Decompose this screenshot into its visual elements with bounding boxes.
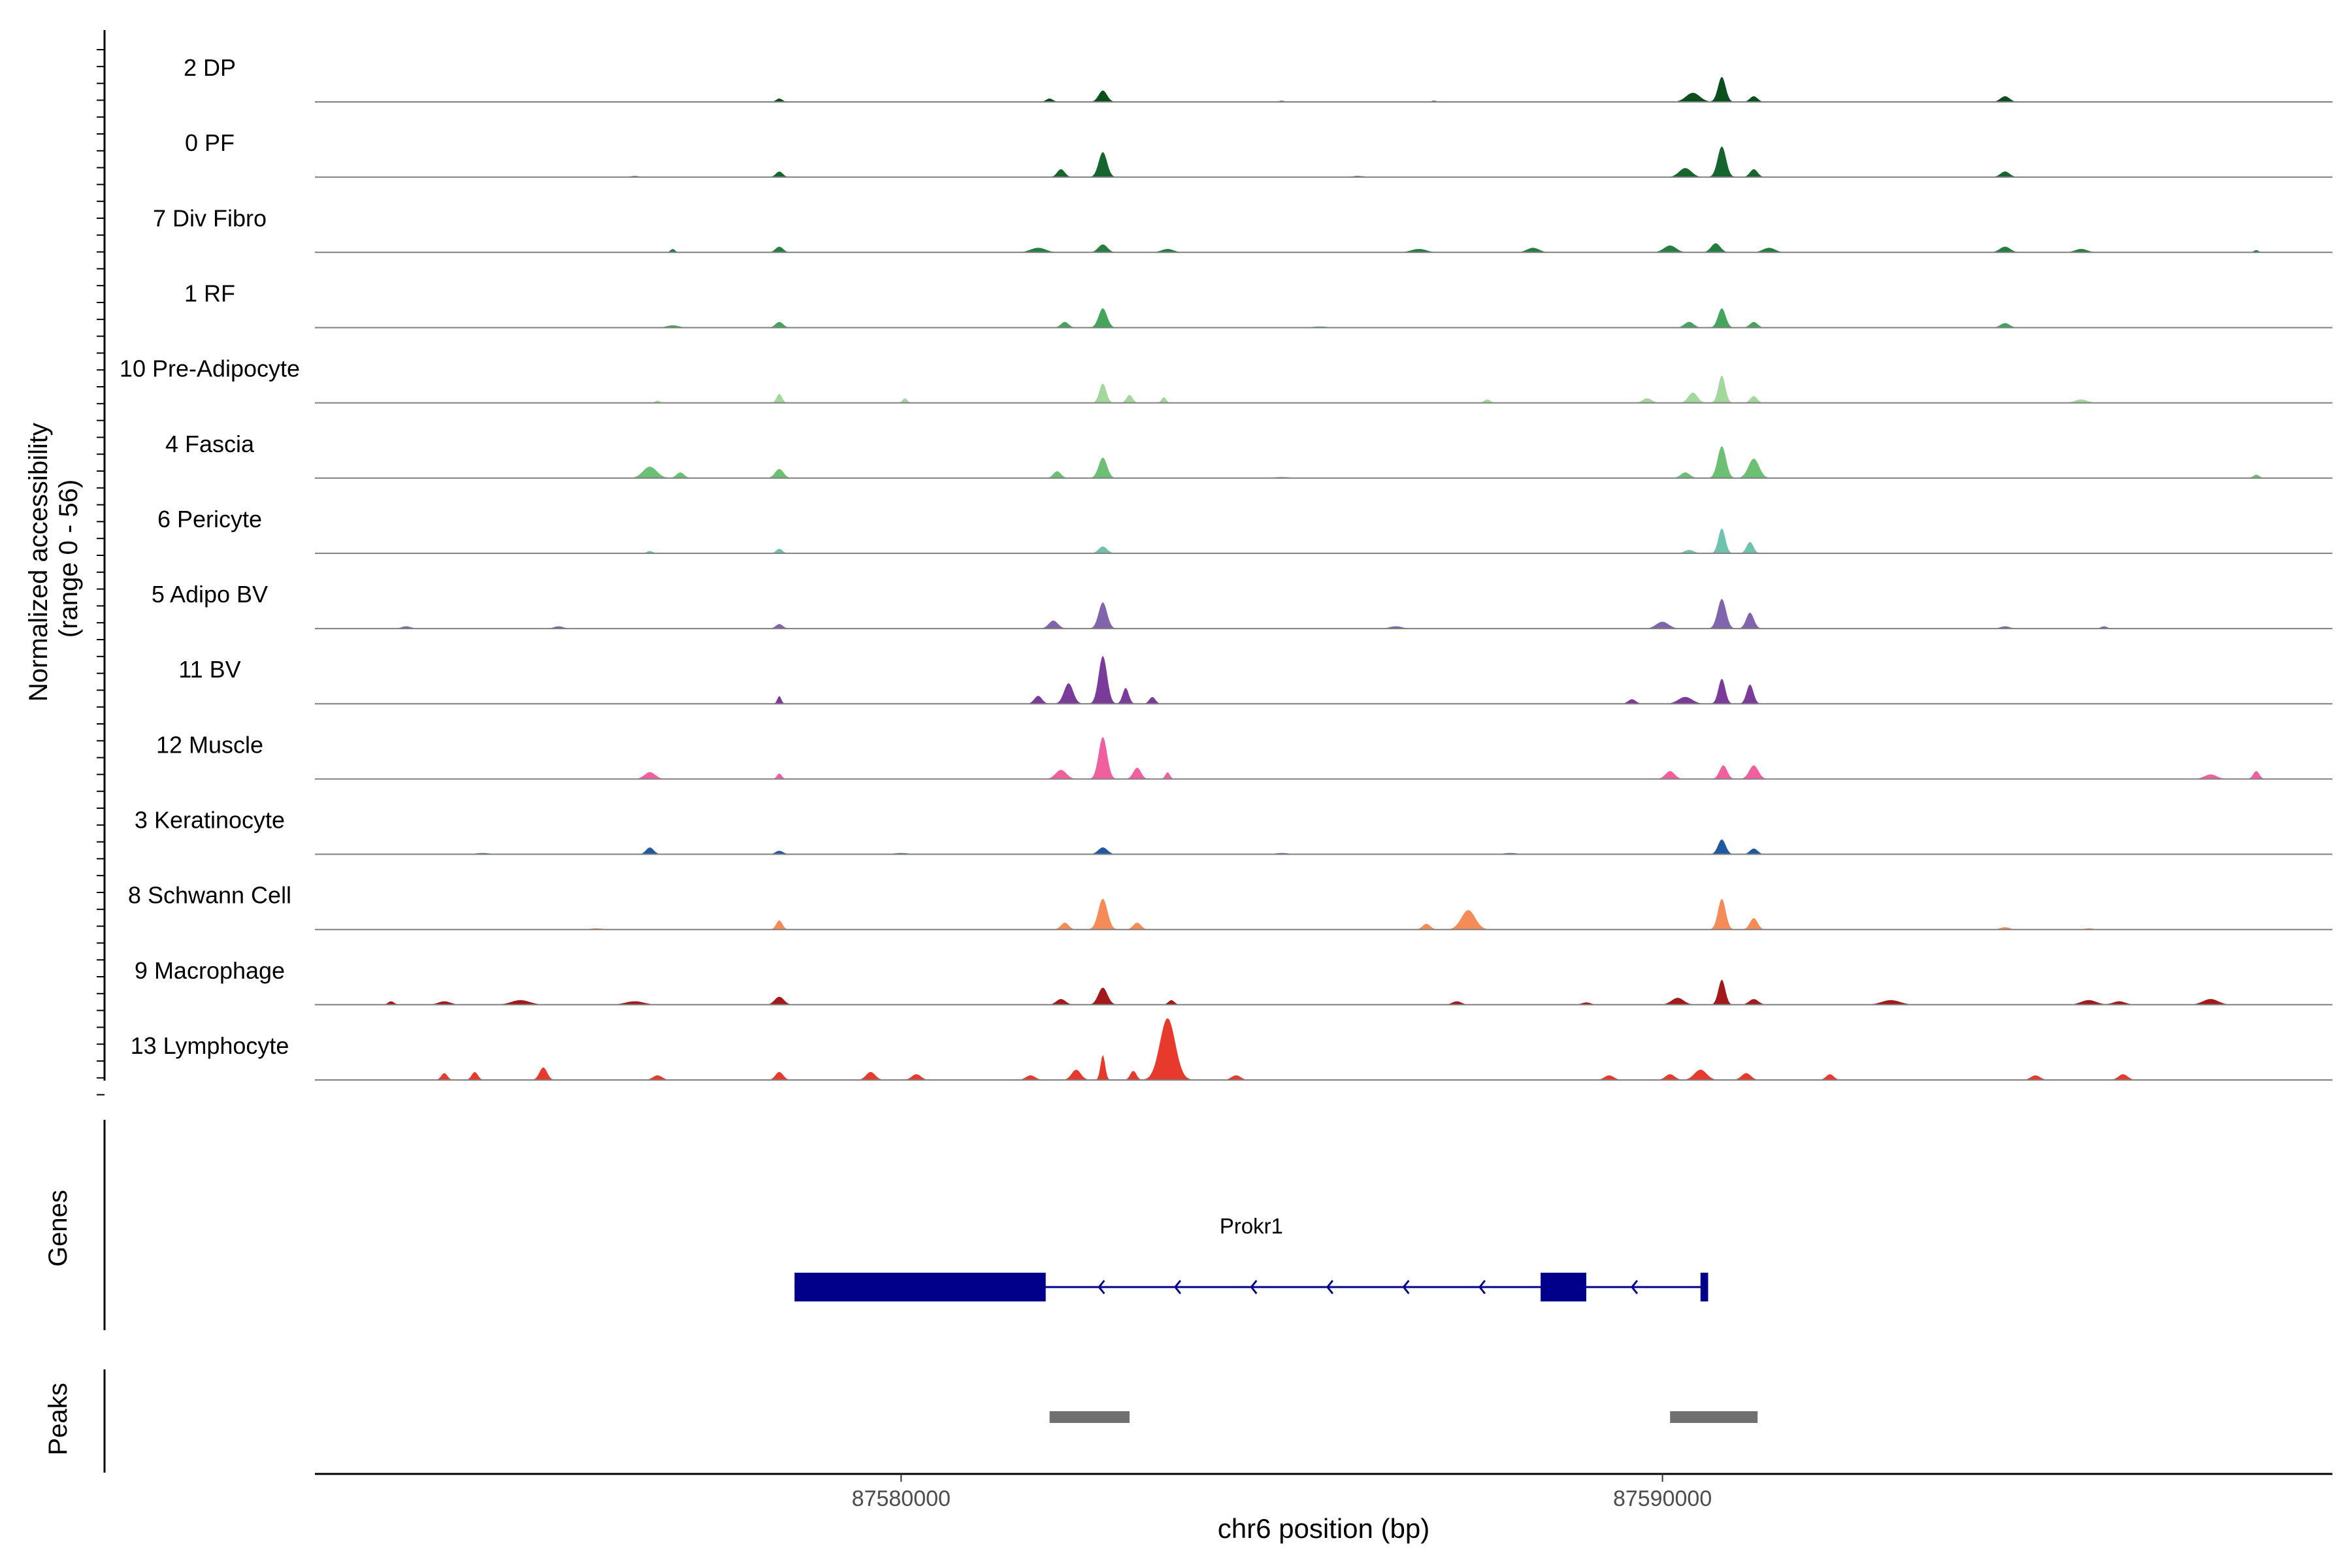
track-6-pericyte: 6 Pericyte	[157, 506, 2332, 554]
y-axis-label: Normalized accessibility (range 0 - 56)	[24, 416, 83, 702]
track-0-pf: 0 PF	[185, 129, 2332, 178]
x-tick-label: 87590000	[1613, 1486, 1712, 1511]
track-label: 5 Adipo BV	[152, 581, 268, 608]
coverage-area	[315, 528, 2332, 553]
y-axis-label-line1: Normalized accessibility	[24, 423, 53, 702]
track-12-muscle: 12 Muscle	[156, 731, 2332, 780]
track-label: 2 DP	[184, 54, 236, 81]
track-label: 10 Pre-Adipocyte	[120, 355, 300, 382]
strand-chevron	[1250, 1280, 1258, 1294]
gene-track: Prokr1	[794, 1214, 1708, 1301]
strand-chevron	[1098, 1280, 1105, 1294]
x-axis-ticks: 87580000 87590000	[852, 1474, 1712, 1511]
coverage-area	[315, 76, 2332, 102]
peaks-track-label: Peaks	[44, 1382, 73, 1455]
track-label: 1 RF	[184, 280, 235, 307]
coverage-area	[315, 243, 2332, 253]
genes-track-label: Genes	[44, 1190, 73, 1267]
track-9-macrophage: 9 Macrophage	[135, 957, 2332, 1005]
strand-chevron	[1173, 1280, 1181, 1294]
track-8-schwann-cell: 8 Schwann Cell	[128, 882, 2332, 930]
coverage-area	[315, 598, 2332, 629]
coverage-area	[315, 839, 2332, 855]
exon-block	[1541, 1273, 1586, 1301]
coverage-area	[315, 979, 2332, 1005]
y-axis-label-line2: (range 0 - 56)	[54, 480, 83, 638]
track-label: 12 Muscle	[156, 731, 263, 758]
gene-name-label: Prokr1	[1220, 1214, 1283, 1238]
track-1-rf: 1 RF	[184, 280, 2332, 329]
track-10-pre-adipocyte: 10 Pre-Adipocyte	[120, 355, 2332, 404]
track-label: 0 PF	[185, 129, 235, 156]
track-label: 3 Keratinocyte	[135, 807, 285, 834]
coverage-area	[315, 736, 2332, 779]
track-11-bv: 11 BV	[178, 655, 2332, 705]
coverage-area	[315, 146, 2332, 178]
track-label: 9 Macrophage	[135, 957, 285, 984]
track-3-keratinocyte: 3 Keratinocyte	[135, 807, 2332, 855]
track-4-fascia: 4 Fascia	[165, 431, 2332, 479]
track-13-lymphocyte: 13 Lymphocyte	[131, 1018, 2332, 1081]
coverage-area	[315, 375, 2332, 403]
x-axis-label: chr6 position (bp)	[1218, 1513, 1430, 1544]
coverage-y-axis-ticks	[97, 49, 105, 1096]
coverage-area	[315, 898, 2332, 930]
x-tick-label: 87580000	[852, 1486, 951, 1511]
peak-region	[1670, 1411, 1758, 1423]
exon-block	[794, 1273, 1046, 1301]
track-7-div-fibro: 7 Div Fibro	[153, 204, 2332, 253]
exon-block	[1700, 1273, 1708, 1301]
track-label: 13 Lymphocyte	[131, 1032, 289, 1059]
coverage-area	[315, 308, 2332, 328]
coverage-tracks: 2 DP 0 PF 7 Div Fibro 1 RF 10 Pre-Adipocyte 4…	[120, 54, 2332, 1081]
strand-chevron	[1631, 1280, 1639, 1294]
track-2-dp: 2 DP	[184, 54, 2332, 103]
strand-chevron	[1478, 1280, 1486, 1294]
track-label: 6 Pericyte	[157, 506, 262, 532]
track-label: 8 Schwann Cell	[128, 882, 291, 909]
track-label: 7 Div Fibro	[153, 204, 267, 231]
strand-chevron	[1326, 1280, 1333, 1294]
strand-chevron	[1402, 1280, 1410, 1294]
peak-track	[1049, 1411, 1758, 1423]
track-label: 11 BV	[178, 656, 240, 683]
peak-region	[1049, 1411, 1130, 1423]
track-label: 4 Fascia	[165, 431, 255, 457]
coverage-area	[315, 446, 2332, 478]
coverage-area	[315, 655, 2332, 704]
track-5-adipo-bv: 5 Adipo BV	[152, 581, 2332, 630]
coverage-area	[315, 1018, 2332, 1080]
